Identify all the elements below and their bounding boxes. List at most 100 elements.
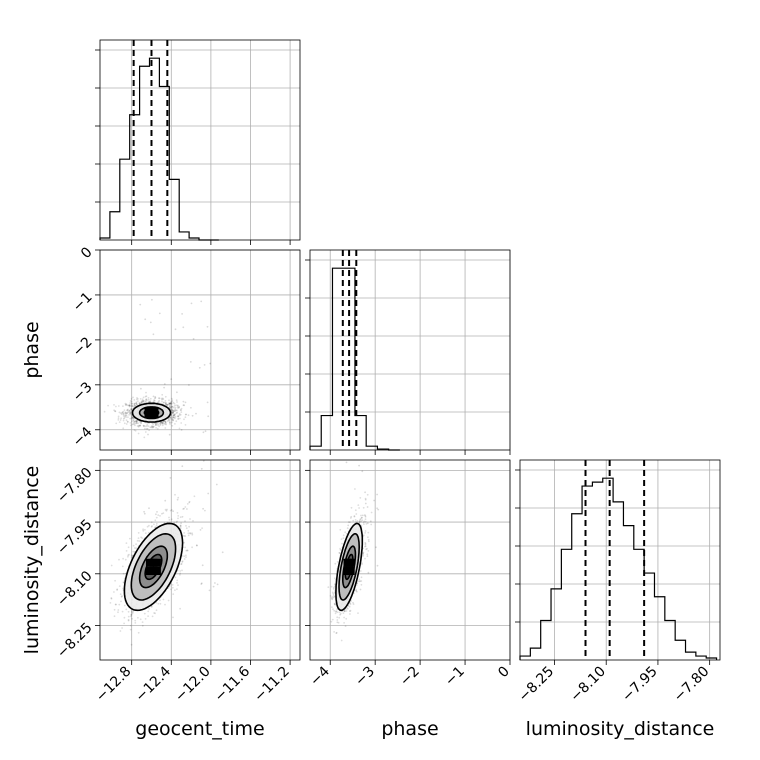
sample-point [336,619,339,621]
sample-point [179,524,182,527]
sample-point [176,498,179,501]
sample-point [169,477,172,479]
sample-point [170,518,173,521]
sample-point [144,427,146,430]
sample-point [376,452,378,454]
sample-point [349,613,351,615]
sample-point [364,515,367,518]
sample-point [134,619,137,622]
sample-point [141,399,144,402]
tick-label-x-luminosity_distance: −8.10 [567,664,609,706]
sample-point [130,417,133,420]
sample-point [336,616,339,619]
sample-point [164,401,167,404]
sample-point [160,397,163,400]
sample-point [370,511,373,514]
sample-point [138,401,141,404]
sample-point [164,402,167,405]
sample-point [342,534,345,537]
sample-point [176,520,179,523]
sample-point [144,425,147,428]
sample-point [172,412,175,414]
sample-point [336,621,339,624]
sample-point [364,498,367,501]
sample-point [131,402,134,405]
tick-label-x-geocent_time: −11.6 [212,663,254,705]
sample-point [148,524,150,527]
sample-point [186,549,189,552]
sample-point [219,453,221,455]
sample-point [169,406,172,409]
sample-point [125,542,128,544]
sample-point [168,406,171,408]
sample-point [170,405,173,408]
sample-point [212,585,215,588]
sample-point [109,602,112,604]
sample-point [117,419,120,421]
density-core [152,558,161,567]
sample-point [145,395,148,397]
sample-point [139,303,142,306]
sample-point [187,529,190,532]
sample-point [115,405,117,408]
sample-point [168,402,171,405]
sample-point [364,541,367,544]
sample-point [340,538,343,540]
sample-point [128,404,131,407]
sample-point [184,546,187,549]
sample-point [130,614,133,616]
sample-point [358,507,360,509]
sample-point [115,603,117,606]
sample-point [113,404,115,406]
sample-point [359,570,362,572]
sample-point [331,598,334,601]
sample-point [128,553,130,556]
sample-point [143,400,145,402]
sample-point [334,562,337,565]
sample-point [124,404,127,406]
sample-point [145,398,147,401]
sample-point [171,416,174,418]
sample-point [125,403,128,406]
sample-point [134,429,137,432]
sample-point [133,547,136,549]
sample-point [171,409,174,412]
sample-point [345,532,348,535]
sample-point [143,512,146,515]
sample-point [181,569,183,572]
sample-point [176,409,178,412]
sample-point [130,405,133,407]
sample-point [159,422,162,425]
sample-point [144,318,147,321]
sample-point [117,415,120,418]
sample-point [138,540,141,542]
sample-point [142,400,144,402]
sample-point [191,414,194,417]
sample-point [171,419,174,422]
sample-point [179,572,182,575]
tick-label-y-luminosity_distance: −7.95 [54,516,96,558]
sample-point [339,547,341,550]
sample-point [138,402,141,405]
sample-point [154,612,157,615]
sample-point [120,600,122,603]
sample-point [137,425,140,428]
sample-point [132,550,135,553]
sample-point [162,401,165,404]
sample-point [135,420,138,423]
sample-point [153,399,156,402]
sample-point [183,507,185,510]
sample-point [366,553,369,556]
sample-point [201,564,204,567]
sample-point [131,416,134,419]
sample-point [151,298,153,301]
sample-point [221,551,224,554]
sample-point [160,421,162,424]
tick-label-x-geocent_time: −12.4 [132,663,174,705]
sample-point [158,399,161,402]
sample-point [170,403,173,406]
sample-point [132,423,135,426]
sample-point [332,596,335,599]
sample-point [145,427,148,430]
sample-point [349,521,351,523]
